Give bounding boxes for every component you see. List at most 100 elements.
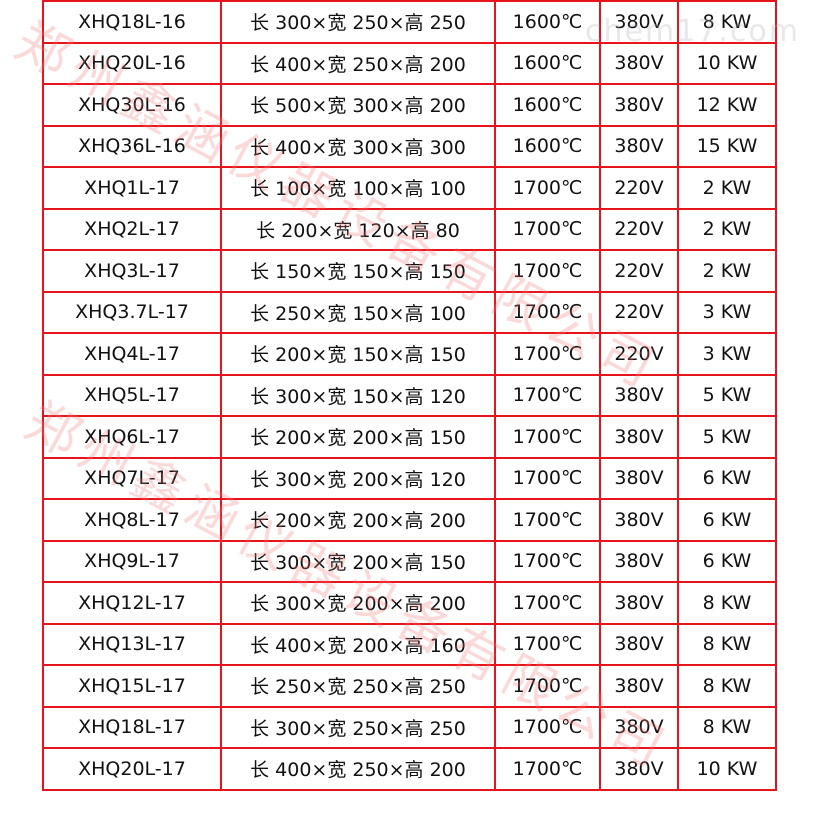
cell-power: 6 KW [677, 498, 777, 542]
cell-dimensions: 长 400×宽 250×高 200 [220, 41, 496, 85]
cell-max-temperature: 1600℃ [494, 41, 601, 85]
cell-model: XHQ18L-16 [42, 0, 222, 44]
table-row: XHQ3.7L-17 长 250×宽 150×高 100 1700℃ 220V 3 KW [42, 290, 777, 334]
cell-power: 3 KW [677, 332, 777, 376]
cell-max-temperature: 1700℃ [494, 581, 601, 625]
cell-voltage: 380V [599, 664, 679, 708]
cell-power: 8 KW [677, 705, 777, 749]
cell-model: XHQ20L-16 [42, 41, 222, 85]
cell-max-temperature: 1700℃ [494, 373, 601, 417]
cell-model: XHQ12L-17 [42, 581, 222, 625]
cell-model: XHQ30L-16 [42, 83, 222, 127]
cell-voltage: 220V [599, 207, 679, 251]
cell-dimensions: 长 300×宽 250×高 250 [220, 705, 496, 749]
cell-dimensions: 长 300×宽 150×高 120 [220, 373, 496, 417]
cell-power: 12 KW [677, 83, 777, 127]
cell-voltage: 380V [599, 581, 679, 625]
cell-model: XHQ9L-17 [42, 539, 222, 583]
cell-max-temperature: 1700℃ [494, 705, 601, 749]
cell-dimensions: 长 200×宽 120×高 80 [220, 207, 496, 251]
cell-model: XHQ6L-17 [42, 415, 222, 459]
table-row: XHQ1L-17 长 100×宽 100×高 100 1700℃ 220V 2 KW [42, 166, 777, 210]
cell-voltage: 380V [599, 498, 679, 542]
cell-voltage: 220V [599, 290, 679, 334]
cell-power: 2 KW [677, 166, 777, 210]
spec-table: XHQ18L-16 长 300×宽 250×高 250 1600℃ 380V 8 KW X… [42, 0, 777, 791]
cell-voltage: 220V [599, 249, 679, 293]
cell-voltage: 380V [599, 747, 679, 791]
cell-voltage: 380V [599, 373, 679, 417]
cell-model: XHQ4L-17 [42, 332, 222, 376]
cell-model: XHQ13L-17 [42, 622, 222, 666]
cell-model: XHQ5L-17 [42, 373, 222, 417]
cell-voltage: 380V [599, 539, 679, 583]
table-row: XHQ13L-17 长 400×宽 200×高 160 1700℃ 380V 8 KW [42, 622, 777, 666]
table-row: XHQ8L-17 长 200×宽 200×高 200 1700℃ 380V 6 KW [42, 498, 777, 542]
cell-max-temperature: 1600℃ [494, 124, 601, 168]
cell-dimensions: 长 500×宽 300×高 200 [220, 83, 496, 127]
cell-model: XHQ3.7L-17 [42, 290, 222, 334]
cell-max-temperature: 1700℃ [494, 747, 601, 791]
cell-voltage: 220V [599, 166, 679, 210]
cell-max-temperature: 1700℃ [494, 166, 601, 210]
table-row: XHQ9L-17 长 300×宽 200×高 150 1700℃ 380V 6 KW [42, 539, 777, 583]
cell-power: 5 KW [677, 415, 777, 459]
cell-model: XHQ20L-17 [42, 747, 222, 791]
cell-power: 5 KW [677, 373, 777, 417]
cell-power: 8 KW [677, 622, 777, 666]
cell-voltage: 220V [599, 332, 679, 376]
cell-model: XHQ1L-17 [42, 166, 222, 210]
cell-dimensions: 长 300×宽 200×高 200 [220, 581, 496, 625]
cell-model: XHQ15L-17 [42, 664, 222, 708]
cell-voltage: 380V [599, 705, 679, 749]
cell-dimensions: 长 300×宽 200×高 120 [220, 456, 496, 500]
cell-dimensions: 长 250×宽 250×高 250 [220, 664, 496, 708]
cell-max-temperature: 1700℃ [494, 539, 601, 583]
cell-dimensions: 长 150×宽 150×高 150 [220, 249, 496, 293]
cell-max-temperature: 1700℃ [494, 498, 601, 542]
cell-max-temperature: 1600℃ [494, 0, 601, 44]
cell-dimensions: 长 400×宽 200×高 160 [220, 622, 496, 666]
cell-max-temperature: 1700℃ [494, 622, 601, 666]
cell-voltage: 380V [599, 0, 679, 44]
cell-power: 2 KW [677, 249, 777, 293]
cell-voltage: 380V [599, 41, 679, 85]
table-row: XHQ5L-17 长 300×宽 150×高 120 1700℃ 380V 5 KW [42, 373, 777, 417]
cell-power: 2 KW [677, 207, 777, 251]
cell-power: 6 KW [677, 539, 777, 583]
cell-max-temperature: 1700℃ [494, 249, 601, 293]
cell-max-temperature: 1700℃ [494, 207, 601, 251]
table-row: XHQ6L-17 长 200×宽 200×高 150 1700℃ 380V 5 KW [42, 415, 777, 459]
cell-power: 8 KW [677, 0, 777, 44]
cell-power: 10 KW [677, 41, 777, 85]
table-row: XHQ2L-17 长 200×宽 120×高 80 1700℃ 220V 2 KW [42, 207, 777, 251]
cell-power: 3 KW [677, 290, 777, 334]
table-row: XHQ36L-16 长 400×宽 300×高 300 1600℃ 380V 15 KW [42, 124, 777, 168]
cell-dimensions: 长 400×宽 300×高 300 [220, 124, 496, 168]
cell-dimensions: 长 100×宽 100×高 100 [220, 166, 496, 210]
cell-model: XHQ36L-16 [42, 124, 222, 168]
cell-voltage: 380V [599, 456, 679, 500]
cell-dimensions: 长 200×宽 200×高 200 [220, 498, 496, 542]
cell-max-temperature: 1600℃ [494, 83, 601, 127]
cell-model: XHQ3L-17 [42, 249, 222, 293]
cell-power: 8 KW [677, 664, 777, 708]
table-row: XHQ20L-17 长 400×宽 250×高 200 1700℃ 380V 10 KW [42, 747, 777, 791]
table-row: XHQ20L-16 长 400×宽 250×高 200 1600℃ 380V 10 KW [42, 41, 777, 85]
cell-power: 6 KW [677, 456, 777, 500]
cell-voltage: 380V [599, 83, 679, 127]
table-row: XHQ4L-17 长 200×宽 150×高 150 1700℃ 220V 3 KW [42, 332, 777, 376]
table-row: XHQ30L-16 长 500×宽 300×高 200 1600℃ 380V 12 KW [42, 83, 777, 127]
cell-max-temperature: 1700℃ [494, 664, 601, 708]
table-row: XHQ18L-16 长 300×宽 250×高 250 1600℃ 380V 8 KW [42, 0, 777, 44]
cell-power: 10 KW [677, 747, 777, 791]
cell-dimensions: 长 200×宽 200×高 150 [220, 415, 496, 459]
cell-voltage: 380V [599, 124, 679, 168]
cell-voltage: 380V [599, 415, 679, 459]
table-row: XHQ7L-17 长 300×宽 200×高 120 1700℃ 380V 6 KW [42, 456, 777, 500]
cell-dimensions: 长 300×宽 250×高 250 [220, 0, 496, 44]
cell-power: 15 KW [677, 124, 777, 168]
cell-model: XHQ7L-17 [42, 456, 222, 500]
table-row: XHQ3L-17 长 150×宽 150×高 150 1700℃ 220V 2 KW [42, 249, 777, 293]
cell-voltage: 380V [599, 622, 679, 666]
